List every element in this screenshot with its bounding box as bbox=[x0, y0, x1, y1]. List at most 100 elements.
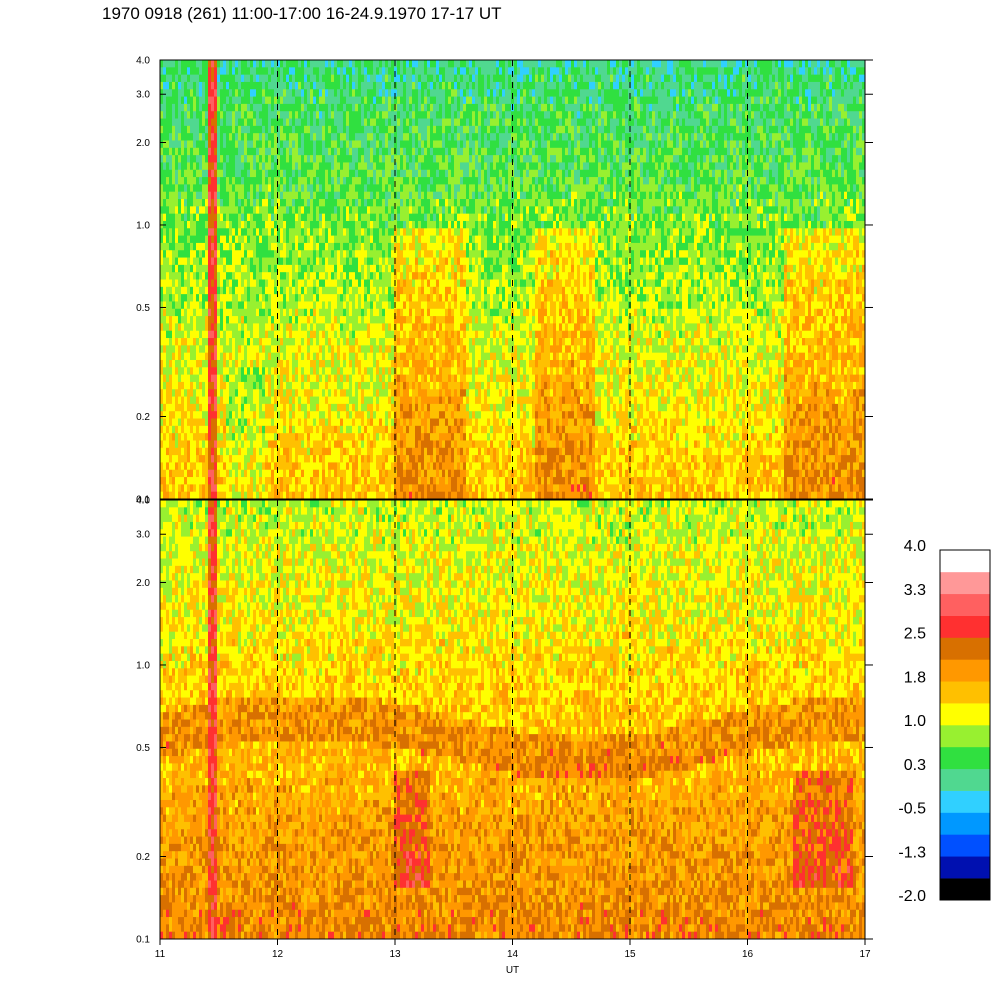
heatmap-cell bbox=[367, 264, 371, 273]
heatmap-cell bbox=[337, 184, 341, 193]
heatmap-cell bbox=[388, 396, 392, 405]
heatmap-cell bbox=[340, 294, 344, 302]
heatmap-cell bbox=[274, 199, 278, 207]
heatmap-cell bbox=[283, 162, 287, 171]
heatmap-cell bbox=[226, 286, 230, 295]
heatmap-cell bbox=[241, 147, 245, 156]
heatmap-cell bbox=[337, 396, 341, 405]
heatmap-cell bbox=[343, 67, 347, 76]
heatmap-cell bbox=[376, 381, 380, 390]
heatmap-cell bbox=[349, 177, 353, 185]
heatmap-cell bbox=[181, 213, 185, 222]
heatmap-cell bbox=[370, 330, 374, 339]
heatmap-cell bbox=[235, 96, 239, 105]
heatmap-cell bbox=[175, 206, 179, 215]
heatmap-cell bbox=[187, 74, 191, 83]
heatmap-cell bbox=[196, 301, 200, 310]
heatmap-cell bbox=[190, 96, 194, 105]
heatmap-cell bbox=[367, 118, 371, 127]
heatmap-cell bbox=[217, 338, 221, 346]
heatmap-cell bbox=[229, 345, 233, 354]
heatmap-cell bbox=[328, 235, 332, 244]
heatmap-cell bbox=[316, 345, 320, 354]
heatmap-cell bbox=[274, 389, 278, 397]
heatmap-cell bbox=[247, 345, 251, 354]
heatmap-cell bbox=[298, 264, 302, 273]
heatmap-cell bbox=[172, 477, 176, 485]
heatmap-cell bbox=[172, 294, 176, 302]
heatmap-cell bbox=[343, 381, 347, 390]
heatmap-cell bbox=[235, 301, 239, 310]
heatmap-cell bbox=[325, 103, 329, 112]
heatmap-cell bbox=[214, 118, 218, 127]
heatmap-cell bbox=[370, 206, 374, 215]
heatmap-cell bbox=[325, 140, 329, 149]
heatmap-cell bbox=[247, 67, 251, 76]
heatmap-cell bbox=[166, 133, 170, 141]
heatmap-cell bbox=[193, 359, 197, 368]
heatmap-cell bbox=[271, 264, 275, 273]
heatmap-cell bbox=[319, 491, 323, 499]
heatmap-cell bbox=[400, 381, 404, 390]
heatmap-cell bbox=[409, 169, 413, 178]
heatmap-cell bbox=[238, 133, 242, 141]
heatmap-cell bbox=[316, 250, 320, 258]
heatmap-cell bbox=[181, 191, 185, 200]
heatmap-cell bbox=[373, 411, 377, 419]
heatmap-cell bbox=[172, 308, 176, 317]
heatmap-cell bbox=[367, 484, 371, 493]
heatmap-cell bbox=[244, 367, 248, 376]
heatmap-cell bbox=[220, 155, 224, 163]
heatmap-cell bbox=[247, 103, 251, 112]
heatmap-cell bbox=[328, 491, 332, 499]
heatmap-cell bbox=[271, 257, 275, 266]
heatmap-cell bbox=[295, 250, 299, 258]
heatmap-cell bbox=[265, 367, 269, 376]
heatmap-cell bbox=[313, 294, 317, 302]
heatmap-cell bbox=[337, 359, 341, 368]
heatmap-cell bbox=[370, 191, 374, 200]
heatmap-cell bbox=[334, 206, 338, 215]
heatmap-cell bbox=[193, 345, 197, 354]
heatmap-cell bbox=[241, 125, 245, 134]
heatmap-cell bbox=[328, 74, 332, 83]
heatmap-cell bbox=[400, 286, 404, 295]
heatmap-cell bbox=[373, 60, 377, 68]
heatmap-cell bbox=[367, 272, 371, 280]
heatmap-cell bbox=[274, 67, 278, 76]
heatmap-cell bbox=[184, 67, 188, 76]
heatmap-cell bbox=[310, 272, 314, 280]
heatmap-cell bbox=[169, 177, 173, 185]
heatmap-cell bbox=[364, 81, 368, 90]
heatmap-cell bbox=[364, 301, 368, 310]
heatmap-cell bbox=[352, 294, 356, 302]
heatmap-cell bbox=[178, 74, 182, 83]
heatmap-cell bbox=[184, 213, 188, 222]
heatmap-cell bbox=[358, 330, 362, 339]
heatmap-cell bbox=[256, 264, 260, 273]
heatmap-cell bbox=[382, 125, 386, 134]
heatmap-cell bbox=[253, 433, 257, 441]
heatmap-cell bbox=[187, 374, 191, 383]
heatmap-cell bbox=[334, 60, 338, 68]
heatmap-cell bbox=[286, 381, 290, 390]
heatmap-cell bbox=[316, 140, 320, 149]
heatmap-cell bbox=[241, 242, 245, 251]
heatmap-cell bbox=[235, 316, 239, 324]
heatmap-cell bbox=[169, 447, 173, 456]
heatmap-cell bbox=[286, 477, 290, 485]
heatmap-cell bbox=[292, 469, 296, 478]
heatmap-cell bbox=[289, 67, 293, 76]
heatmap-cell bbox=[274, 469, 278, 478]
heatmap-cell bbox=[337, 177, 341, 185]
heatmap-cell bbox=[313, 359, 317, 368]
heatmap-cell bbox=[283, 316, 287, 324]
heatmap-cell bbox=[220, 367, 224, 376]
heatmap-cell bbox=[322, 338, 326, 346]
heatmap-cell bbox=[349, 199, 353, 207]
heatmap-cell bbox=[172, 455, 176, 463]
heatmap-cell bbox=[406, 396, 410, 405]
heatmap-cell bbox=[391, 147, 395, 156]
heatmap-cell bbox=[385, 447, 389, 456]
heatmap-cell bbox=[292, 286, 296, 295]
